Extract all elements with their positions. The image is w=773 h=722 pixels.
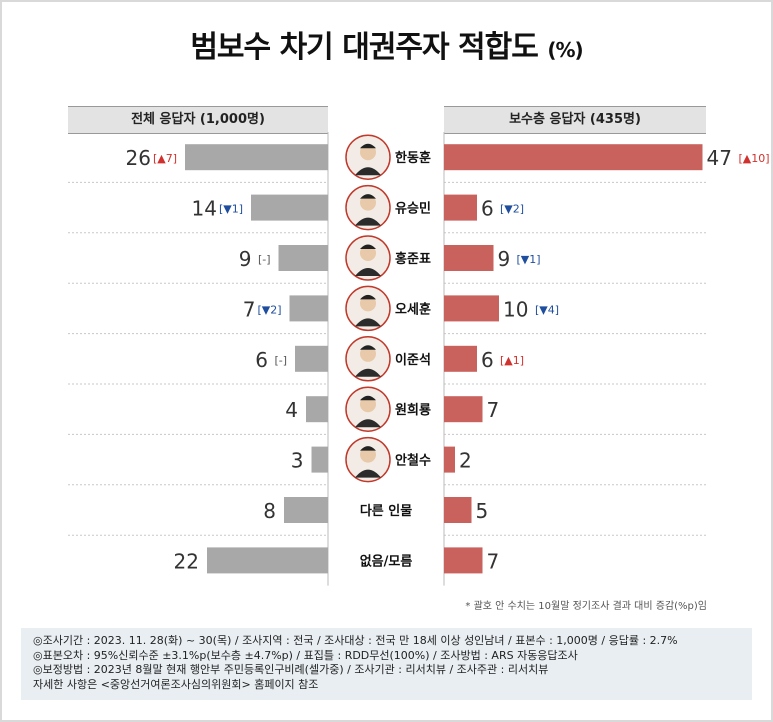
left-bar — [284, 497, 328, 523]
left-value-label: 7 — [243, 297, 256, 321]
category-label: 다른 인물 — [360, 503, 412, 519]
right-value-label: 2 — [459, 449, 472, 473]
left-bar — [289, 295, 328, 322]
left-change-label: [-] — [274, 354, 287, 367]
right-change-label: [▼4] — [535, 303, 559, 316]
candidate-photo-suit — [355, 167, 381, 176]
right-value-label: 47 — [707, 146, 732, 170]
right-bar — [444, 245, 494, 271]
candidate-photo-hair — [360, 446, 376, 451]
footnote: * 괄호 안 수치는 10월말 정기조사 결과 대비 증감(%p)임 — [465, 601, 707, 612]
candidate-photo-suit — [355, 217, 381, 226]
candidate-photo-hair — [360, 345, 376, 350]
right-value-label: 7 — [487, 549, 500, 573]
survey-info: ◎조사기간 : 2023. 11. 28(화) ~ 30(목) / 조사지역 :… — [21, 628, 752, 700]
right-value-label: 7 — [487, 398, 500, 422]
survey-info-line: ◎조사기간 : 2023. 11. 28(화) ~ 30(목) / 조사지역 :… — [33, 634, 678, 647]
left-header: 전체 응답자 (1,000명) — [68, 106, 328, 134]
candidate-photo-suit — [355, 419, 381, 428]
candidate-photo-hair — [360, 143, 376, 149]
right-change-label: [▲1] — [500, 354, 524, 367]
right-value-label: 10 — [503, 297, 528, 321]
left-bar — [278, 245, 328, 271]
survey-info-line: ◎표본오차 : 95%신뢰수준 ±3.1%p(보수층 ±4.7%p) / 표집틀… — [33, 648, 578, 662]
survey-info-line: 자세한 사항은 <중앙선거여론조사심의위원회> 홈페이지 참조 — [33, 677, 319, 691]
right-header: 보수층 응답자 (435명) — [444, 106, 706, 134]
candidate-photo-hair — [360, 194, 376, 199]
right-bar — [444, 194, 477, 221]
right-bar — [444, 144, 703, 171]
candidate-name: 원희룡 — [395, 403, 431, 418]
candidate-photo-suit — [355, 268, 381, 276]
left-value-label: 14 — [192, 197, 217, 221]
left-value-label: 6 — [255, 348, 268, 372]
left-value-label: 4 — [285, 398, 298, 422]
right-value-label: 6 — [481, 197, 494, 221]
left-value-label: 8 — [263, 499, 276, 523]
left-value-label: 26 — [126, 146, 151, 170]
survey-info-line: ◎보정방법 : 2023년 8월말 현재 행안부 주민등록인구비례(셀가중) /… — [33, 663, 549, 676]
right-change-label: [▼2] — [500, 203, 524, 216]
right-bar — [444, 497, 472, 523]
candidate-photo-hair — [360, 244, 376, 249]
candidate-photo-suit — [355, 318, 381, 327]
chart-title-unit: (%) — [547, 38, 583, 62]
right-value-label: 9 — [498, 247, 511, 271]
candidate-name: 오세훈 — [395, 301, 431, 317]
right-bar — [444, 295, 499, 322]
right-bar — [444, 345, 477, 372]
candidate-name: 이준석 — [395, 352, 431, 368]
candidate-photo-hair — [360, 395, 376, 401]
left-bar — [306, 396, 328, 423]
candidate-name: 안철수 — [395, 453, 431, 469]
left-value-label: 3 — [291, 449, 304, 473]
bar-chart: [▲7]26 47 [▲10]한동훈[▼1]14 6 [▼2]유승민[-]9 9 [▼1]홍… — [68, 132, 770, 586]
left-bar — [295, 345, 328, 372]
candidate-photo-hair — [360, 294, 376, 300]
left-value-label: 9 — [239, 247, 252, 271]
left-change-label: [-] — [258, 253, 271, 266]
left-bar — [311, 446, 328, 473]
right-bar — [444, 547, 483, 574]
right-value-label: 6 — [481, 348, 494, 372]
candidate-photo-suit — [355, 469, 381, 478]
candidate-name: 홍준표 — [395, 251, 431, 267]
right-change-label: [▲10] — [739, 152, 770, 165]
candidate-name: 한동훈 — [395, 150, 431, 166]
left-value-label: 22 — [174, 549, 199, 573]
chart-title: 범보수 차기 대권주자 적합도 (%) — [0, 22, 773, 66]
left-bar — [207, 547, 328, 574]
right-value-label: 5 — [476, 499, 489, 523]
left-bar — [251, 194, 328, 221]
right-change-label: [▼1] — [517, 253, 541, 266]
right-bar — [444, 396, 483, 423]
candidate-photo-suit — [355, 368, 381, 377]
chart-title-text: 범보수 차기 대권주자 적합도 — [190, 30, 539, 65]
candidate-name: 유승민 — [395, 201, 431, 217]
left-change-label: [▼2] — [257, 303, 281, 316]
left-change-label: [▼1] — [219, 203, 243, 216]
left-change-label: [▲7] — [153, 152, 177, 165]
category-label: 없음/모름 — [360, 553, 413, 569]
left-bar — [185, 144, 328, 171]
right-bar — [444, 446, 455, 473]
